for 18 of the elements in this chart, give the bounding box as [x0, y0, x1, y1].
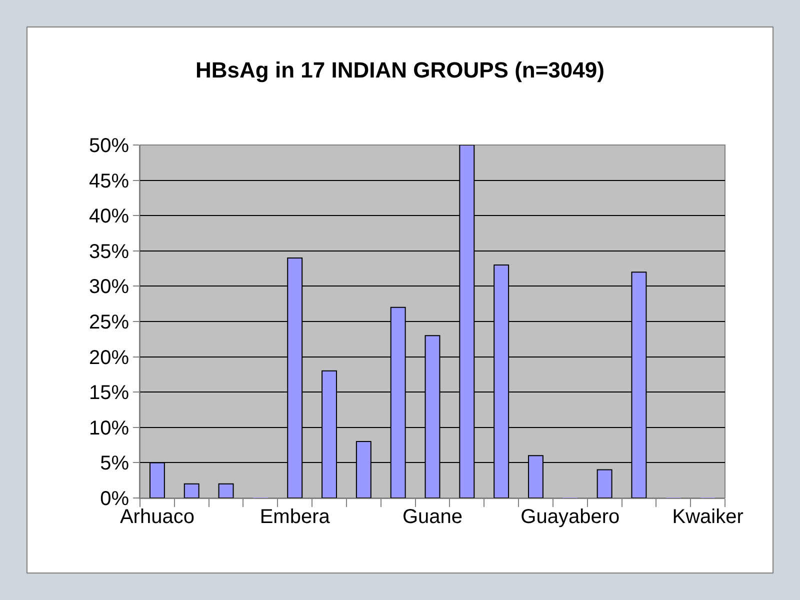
y-tick-label: 25% — [88, 312, 130, 334]
bar — [218, 483, 234, 498]
y-tick-label: 35% — [88, 240, 130, 263]
y-tick-label: 5% — [100, 452, 130, 475]
x-tick-label: Guayabero — [520, 506, 620, 528]
y-tick-label: 10% — [88, 417, 130, 440]
x-tick-label: Kwaiker — [672, 506, 744, 528]
bar — [596, 469, 612, 498]
y-tick-label: 40% — [88, 206, 130, 228]
y-tick-label: 50% — [88, 135, 130, 157]
y-tick-label: 30% — [88, 276, 130, 298]
x-tick-label: Embera — [260, 506, 331, 528]
x-tick-label: Guane — [402, 506, 463, 528]
y-tick-label: 20% — [88, 346, 130, 369]
y-tick-label: 15% — [88, 382, 130, 404]
y-tick-label: 45% — [88, 170, 130, 192]
bar — [184, 483, 200, 498]
chart-title: HBsAg in 17 INDIAN GROUPS (n=3049) — [196, 58, 604, 83]
